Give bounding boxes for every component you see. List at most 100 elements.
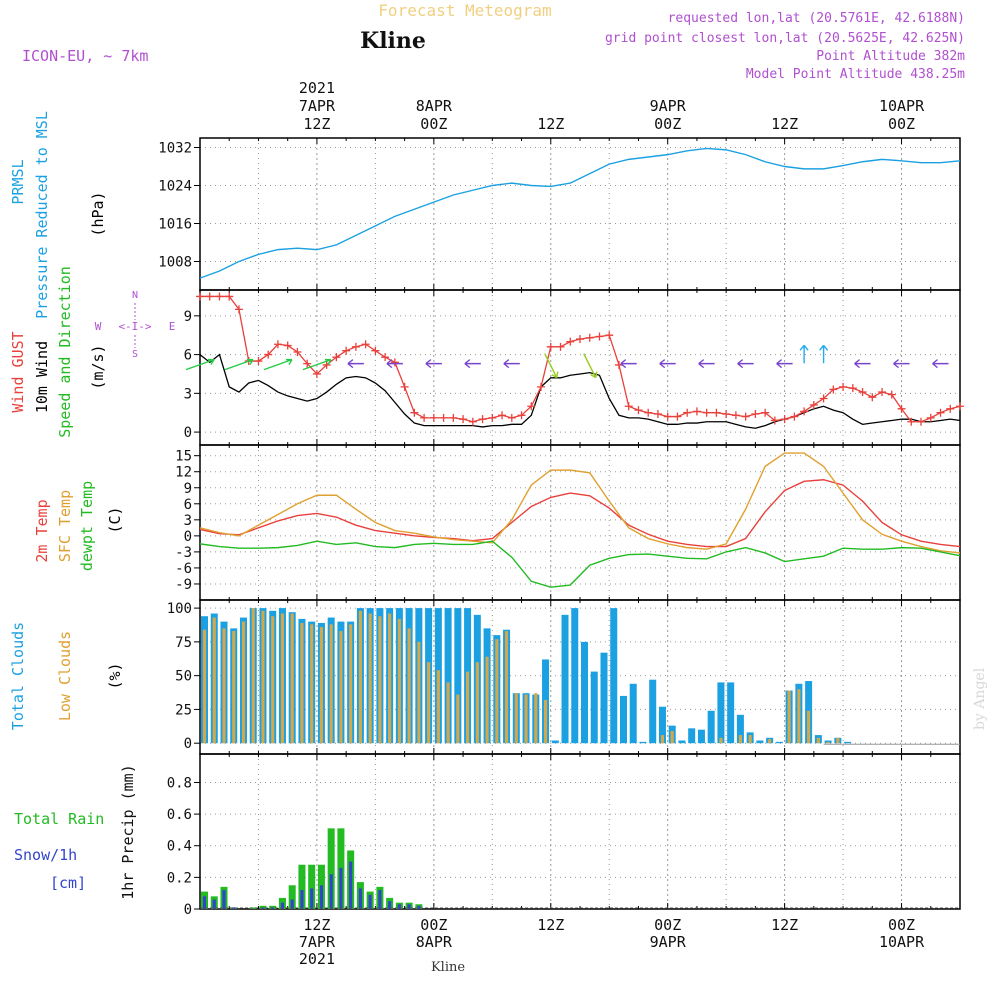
wind-gust-marker xyxy=(595,332,604,341)
low-cloud-bar xyxy=(261,610,265,744)
low-cloud-bar xyxy=(378,616,382,744)
wind-gust-marker xyxy=(439,413,448,422)
snow-bar xyxy=(212,899,216,909)
grid-point-coordinates: grid point closest lon,lat (20.5625E, 42… xyxy=(605,31,965,46)
compass-east: E xyxy=(169,320,176,333)
model-point-altitude: Model Point Altitude 438.25m xyxy=(746,67,965,82)
low-cloud-bar xyxy=(495,639,499,744)
low-cloud-bar xyxy=(202,629,207,744)
low-cloud-bar xyxy=(310,624,314,744)
y-tick-label: 9 xyxy=(184,481,192,497)
wind-gust-marker xyxy=(507,413,516,422)
low-cloud-bar xyxy=(241,621,246,744)
low-cloud-bar xyxy=(787,690,791,744)
low-cloud-bar xyxy=(222,628,226,744)
wind-gust-marker xyxy=(848,384,857,393)
wind-direction-arrow xyxy=(347,359,364,369)
low-cloud-bar xyxy=(271,616,275,744)
low-cloud-bar xyxy=(446,682,450,744)
wind-gust-marker xyxy=(809,400,818,409)
point-altitude: Point Altitude 382m xyxy=(816,49,965,64)
low-cloud-bar xyxy=(251,608,255,744)
wind-gust-marker xyxy=(332,353,341,362)
wind-gust-marker xyxy=(722,410,731,418)
total-cloud-bar xyxy=(600,652,608,744)
low-cloud-bar xyxy=(826,741,830,744)
wind-direction-arrow xyxy=(932,359,949,369)
wind-gust-marker xyxy=(420,413,429,422)
bottom-time-label: 10APR xyxy=(879,933,925,951)
bottom-time-label: 12Z xyxy=(771,916,798,934)
wind-gust-marker xyxy=(800,407,809,416)
wind-gust-marker xyxy=(897,404,906,413)
compass-west: W xyxy=(95,320,102,333)
wind-gust-marker xyxy=(429,413,438,422)
temperature-line xyxy=(199,540,961,588)
model-label: ICON-EU, ~ 7km xyxy=(22,47,148,65)
rain-bar xyxy=(288,885,296,909)
rain-bar xyxy=(249,907,257,909)
compass-north: N xyxy=(132,290,138,301)
wind-direction-arrow xyxy=(698,359,715,369)
low-cloud-bar xyxy=(329,624,333,744)
wind-gust-marker xyxy=(644,408,653,417)
bottom-time-label: 00Z xyxy=(420,916,447,934)
wind-direction-arrow xyxy=(737,359,754,369)
pressure-line xyxy=(199,147,961,279)
top-time-label: 12Z xyxy=(303,115,330,133)
wind-gust-marker xyxy=(576,335,584,344)
snow-bar xyxy=(388,901,392,909)
top-time-label: 00Z xyxy=(888,115,915,133)
low-cloud-bar xyxy=(505,631,509,744)
wind-gust-marker xyxy=(683,408,692,417)
wind-gust-marker xyxy=(322,360,331,369)
rain-bar xyxy=(298,864,306,909)
wind-gust-marker xyxy=(410,408,419,417)
wind-gust-marker xyxy=(498,411,507,420)
wind-gust-marker xyxy=(790,412,799,421)
wind-gust-marker xyxy=(273,340,282,349)
wind-gust-marker xyxy=(468,417,477,426)
low-cloud-bar xyxy=(475,662,479,744)
total-cloud-bar xyxy=(688,728,696,744)
bottom-time-label: 12Z xyxy=(537,916,564,934)
wind-gust-marker xyxy=(770,416,779,425)
wind-gust-marker xyxy=(527,402,536,411)
y-tick-label: 3 xyxy=(184,386,192,402)
wind-gust-marker xyxy=(205,292,214,301)
wind-gust-marker xyxy=(400,382,409,391)
y-tick-label: 15 xyxy=(175,449,192,465)
wind-gust-marker xyxy=(566,337,575,346)
precip-axis-label: 1hr Precip (mm) xyxy=(119,764,137,899)
wind-gust-marker xyxy=(361,340,370,349)
bottom-time-label: 12Z xyxy=(303,916,330,934)
top-time-label: 12Z xyxy=(771,115,798,133)
bottom-time-label: 00Z xyxy=(654,916,681,934)
total-cloud-bar xyxy=(717,682,725,744)
low-cloud-bar xyxy=(768,739,772,744)
wind-gust-marker xyxy=(702,408,711,417)
wind-frame xyxy=(199,289,961,446)
bottom-time-label: 00Z xyxy=(888,916,915,934)
wind-gust-marker xyxy=(351,342,360,351)
total-cloud-bar xyxy=(658,706,666,744)
bottom-time-label: 8APR xyxy=(416,933,453,951)
top-time-label: 2021 xyxy=(299,79,335,97)
low-cloud-bar xyxy=(407,628,411,744)
wind-gust-marker xyxy=(956,402,964,411)
wind-gust-marker xyxy=(926,413,935,422)
wind-gust-marker xyxy=(390,358,399,367)
y-tick-label: 1008 xyxy=(158,255,192,271)
wind-direction-arrow xyxy=(854,359,871,369)
snow-bar xyxy=(349,861,353,909)
wind-gust-marker xyxy=(878,388,887,397)
top-time-label: 7APR xyxy=(299,97,336,115)
wind-gust-marker xyxy=(225,292,234,301)
low-cloud-bar xyxy=(514,693,518,744)
low-cloud-bar xyxy=(807,710,811,744)
wind-gust-marker xyxy=(517,411,526,420)
wind-gust-marker xyxy=(634,406,643,415)
y-tick-label: 12 xyxy=(175,465,192,481)
snow-bar xyxy=(222,890,226,909)
pressure-label-msl: Pressure Reduced to MSL xyxy=(33,111,51,319)
